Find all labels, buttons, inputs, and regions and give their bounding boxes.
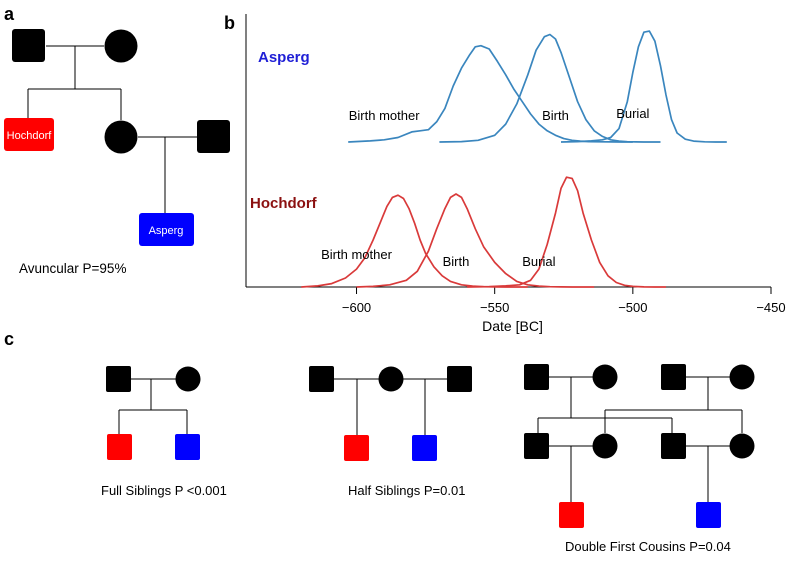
- cousin-blue-square: [696, 502, 721, 528]
- asperg-birth-label: Birth: [542, 108, 569, 123]
- half-sib-blue-square: [412, 435, 437, 461]
- asperg-burial-label: Burial: [616, 106, 649, 121]
- half-siblings-pedigree: [309, 366, 472, 461]
- half-sib-red-square: [344, 435, 369, 461]
- double-cousins-caption: Double First Cousins P=0.04: [565, 539, 731, 554]
- panel-a-pedigree: Hochdorf Asperg: [4, 29, 230, 246]
- a-mother-circle: [104, 120, 138, 154]
- a-asperg-label: Asperg: [149, 225, 184, 237]
- a-grandmother-circle: [104, 29, 138, 63]
- panel-a-letter: a: [4, 4, 15, 24]
- x-tick-label: −600: [342, 300, 371, 315]
- asperg-birth-mother-label: Birth mother: [349, 108, 420, 123]
- a-father-square: [197, 120, 230, 153]
- hochdorf-burial-label: Burial: [522, 254, 555, 269]
- asperg-group-title: Asperg: [258, 49, 310, 66]
- full-sib-red-square: [107, 434, 132, 460]
- asperg-burial-curve: [560, 30, 727, 143]
- panel-c-letter: c: [4, 329, 14, 349]
- hochdorf-burial-curve: [467, 176, 666, 288]
- x-tick-label: −500: [618, 300, 647, 315]
- half-siblings-caption: Half Siblings P=0.01: [348, 483, 465, 498]
- double-cousins-pedigree: [524, 364, 755, 528]
- x-tick-label: −550: [480, 300, 509, 315]
- a-hochdorf-label: Hochdorf: [7, 130, 53, 142]
- a-hochdorf-box: [4, 118, 54, 151]
- full-siblings-pedigree: [106, 366, 201, 460]
- a-asperg-box: [139, 213, 194, 246]
- asperg-birth-mother-curve: [348, 44, 633, 143]
- asperg-birth-curve: [439, 33, 661, 143]
- hochdorf-group-title: Hochdorf: [250, 195, 318, 212]
- a-grandfather-square: [12, 29, 45, 62]
- a-caption: Avuncular P=95%: [19, 261, 126, 276]
- panel-b-letter: b: [224, 13, 235, 33]
- cousin-red-square: [559, 502, 584, 528]
- hochdorf-birth-curve: [356, 193, 595, 288]
- hochdorf-birth-label: Birth: [443, 254, 470, 269]
- full-sib-blue-square: [175, 434, 200, 460]
- x-axis-label: Date [BC]: [482, 318, 543, 334]
- full-siblings-caption: Full Siblings P <0.001: [101, 483, 227, 498]
- x-tick-label: −450: [756, 300, 785, 315]
- hochdorf-birth-mother-label: Birth mother: [321, 247, 392, 262]
- density-chart: −600 −550 −500 −450 Birth mother Birth Burial…: [245, 14, 786, 334]
